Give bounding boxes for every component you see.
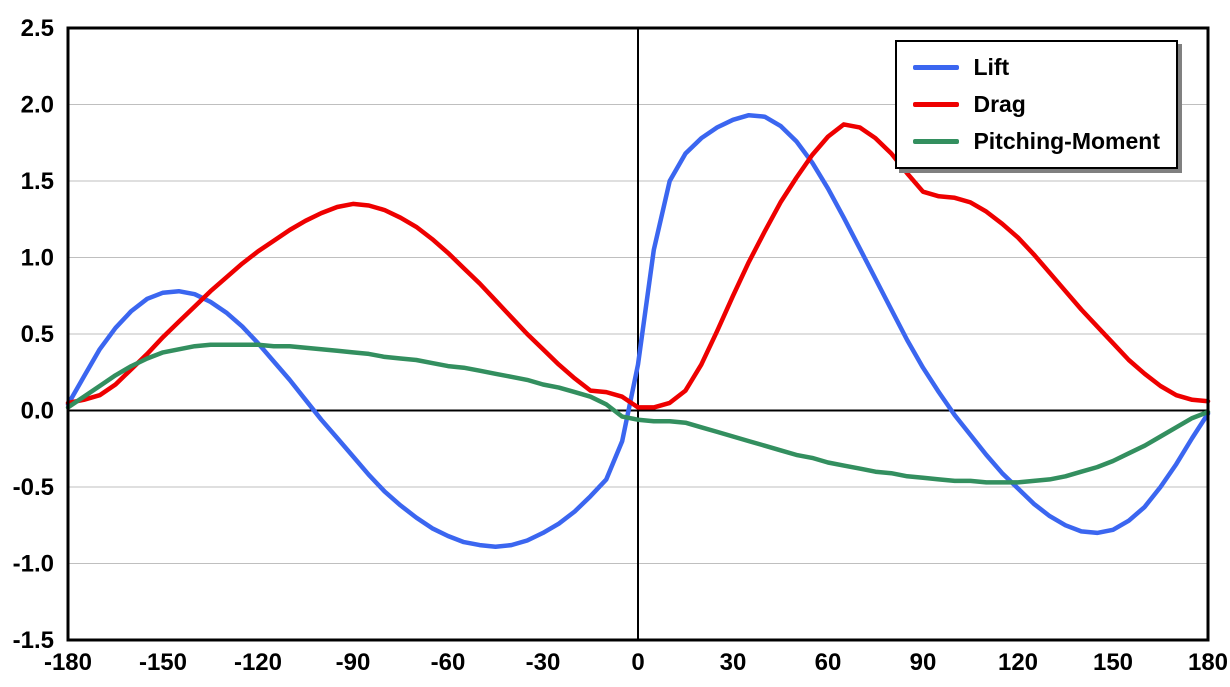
drag-line-swatch — [913, 102, 960, 107]
y-tick-label: 1.0 — [21, 245, 54, 272]
drag-line — [65, 122, 1211, 410]
x-tick-label: 150 — [1093, 649, 1133, 676]
y-tick-label: -0.5 — [13, 474, 54, 501]
x-tick-label: -120 — [234, 649, 282, 676]
x-tick-label: -150 — [139, 649, 187, 676]
lift-line-swatch — [913, 65, 960, 70]
y-tick-label: 1.5 — [21, 168, 54, 195]
legend-item-pitching-moment: Pitching-Moment — [913, 128, 1160, 155]
y-tick-label: 0.5 — [21, 321, 54, 348]
x-tick-label: 120 — [998, 649, 1038, 676]
y-tick-label: 2.5 — [21, 15, 54, 42]
y-tick-label: -1.5 — [13, 627, 54, 654]
x-tick-label: -90 — [336, 649, 371, 676]
y-tick-label: -1.0 — [13, 551, 54, 578]
x-tick-label: 90 — [910, 649, 937, 676]
legend: Lift Drag Pitching-Moment — [895, 40, 1178, 169]
legend-item-drag: Drag — [913, 91, 1160, 118]
x-tick-label: 0 — [631, 649, 644, 676]
legend-label-pitching-moment: Pitching-Moment — [973, 128, 1160, 154]
legend-label-drag: Drag — [973, 91, 1026, 117]
legend-label-lift: Lift — [973, 54, 1010, 80]
x-tick-label: 30 — [720, 649, 747, 676]
x-tick-label: 180 — [1188, 649, 1228, 676]
plot-border — [66, 26, 1210, 642]
y-tick-label: 0.0 — [21, 398, 54, 425]
x-tick-label: -180 — [44, 649, 92, 676]
pitching-moment-line — [65, 342, 1211, 485]
x-tick-label: -60 — [431, 649, 466, 676]
pitching-moment-line-swatch — [913, 139, 960, 144]
y-tick-label: 2.0 — [21, 92, 54, 119]
legend-item-lift: Lift — [913, 54, 1160, 81]
x-tick-label: -30 — [526, 649, 561, 676]
x-tick-label: 60 — [815, 649, 842, 676]
